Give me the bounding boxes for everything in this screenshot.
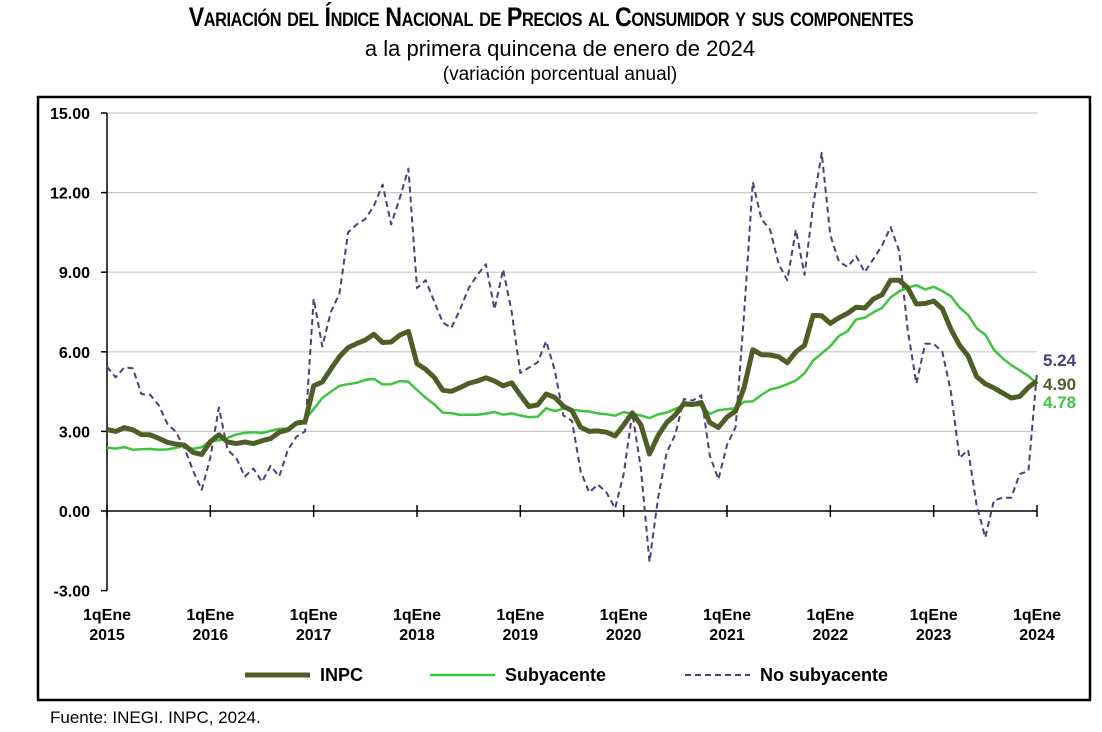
x-tick-label-year: 2020 — [606, 627, 642, 644]
x-tick-label-period: 1qEne — [83, 607, 131, 624]
x-tick-label-period: 1qEne — [1013, 607, 1061, 624]
x-tick-label-period: 1qEne — [393, 607, 441, 624]
end-label-no-subyacente: 5.24 — [1043, 351, 1077, 370]
legend-label: Subyacente — [505, 665, 606, 685]
x-tick-label-year: 2022 — [813, 627, 849, 644]
x-tick-label-year: 2019 — [503, 627, 539, 644]
x-tick-label-period: 1qEne — [703, 607, 751, 624]
legend-label: No subyacente — [760, 665, 888, 685]
end-label-inpc: 4.90 — [1043, 375, 1076, 394]
chart-frame — [36, 95, 1092, 702]
x-tick-label-year: 2018 — [399, 627, 435, 644]
x-tick-label-year: 2017 — [296, 627, 332, 644]
x-tick-label-period: 1qEne — [600, 607, 648, 624]
end-label-subyacente: 4.78 — [1043, 393, 1076, 412]
x-tick-label-year: 2021 — [709, 627, 745, 644]
chart-unit: (variación porcentual anual) — [442, 64, 678, 85]
series-line-no-subyacente — [106, 151, 1038, 563]
x-tick-label-year: 2016 — [193, 627, 229, 644]
y-tick-label: 3.00 — [59, 424, 90, 441]
x-tick-label-year: 2023 — [916, 627, 952, 644]
x-tick-label-period: 1qEne — [186, 607, 234, 624]
y-tick-label: 9.00 — [59, 265, 90, 282]
x-tick-label-period: 1qEne — [910, 607, 958, 624]
chart-subtitle: a la primera quincena de enero de 2024 — [364, 36, 756, 61]
y-tick-label: 6.00 — [59, 345, 90, 362]
x-tick-label-period: 1qEne — [806, 607, 854, 624]
x-tick-label-period: 1qEne — [290, 607, 338, 624]
source-note: Fuente: INEGI. INPC, 2024. — [50, 708, 261, 727]
x-tick-label-year: 2024 — [1019, 627, 1055, 644]
legend-label: INPC — [320, 665, 363, 685]
series-line-subyacente — [106, 283, 1038, 451]
y-tick-label: 12.00 — [50, 186, 90, 203]
x-tick-label-period: 1qEne — [496, 607, 544, 624]
x-tick-label-year: 2015 — [89, 627, 125, 644]
y-tick-label: -3.00 — [54, 584, 91, 601]
series-line-inpc — [106, 277, 1039, 457]
y-tick-label: 0.00 — [59, 504, 90, 521]
chart-title: Variación del Índice Nacional de Precios… — [188, 2, 914, 32]
y-tick-label: 15.00 — [50, 106, 90, 123]
